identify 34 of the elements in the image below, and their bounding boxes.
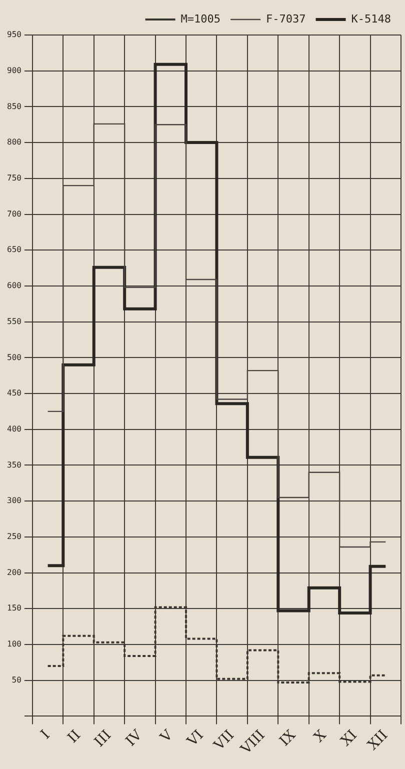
x-tick-label: V (156, 726, 177, 746)
x-tick-label: X (311, 727, 330, 746)
y-tick-label: 400 (6, 424, 22, 434)
y-tick-label: 500 (6, 352, 22, 362)
legend-label: F-7037 (266, 12, 306, 26)
x-tick-label: II (64, 727, 84, 746)
x-tick-label: XII (364, 727, 392, 754)
legend-label: K-5148 (351, 12, 392, 26)
y-tick-label: 250 (6, 532, 22, 542)
y-tick-label: 550 (6, 316, 22, 326)
y-tick-label: 900 (6, 66, 22, 75)
x-tick-label: I (38, 727, 54, 742)
y-tick-label: 100 (6, 640, 22, 649)
x-tick-label: VIII (237, 727, 268, 758)
y-tick-label: 150 (6, 604, 22, 613)
y-tick-label: 50 (12, 675, 22, 684)
legend-label: M=1005 (180, 12, 221, 26)
y-tick-label: 750 (6, 173, 22, 182)
x-tick-label: IV (123, 726, 146, 750)
x-tick-label: XI (338, 727, 360, 750)
y-tick-label: 600 (6, 281, 22, 290)
y-tick-label: 850 (6, 102, 22, 111)
y-tick-label: 300 (6, 496, 22, 506)
x-tick-label: VI (184, 727, 207, 750)
y-tick-label: 650 (6, 245, 22, 254)
y-tick-label: 450 (6, 388, 22, 398)
x-tick-label: VII (210, 727, 238, 754)
y-tick-label: 800 (6, 138, 22, 147)
x-tick-label: IX (276, 727, 299, 750)
y-tick-label: 950 (6, 30, 22, 40)
y-tick-label: 350 (6, 460, 22, 470)
y-tick-label: 200 (6, 568, 22, 577)
x-tick-label: III (92, 727, 115, 750)
y-tick-label: 700 (6, 209, 22, 218)
